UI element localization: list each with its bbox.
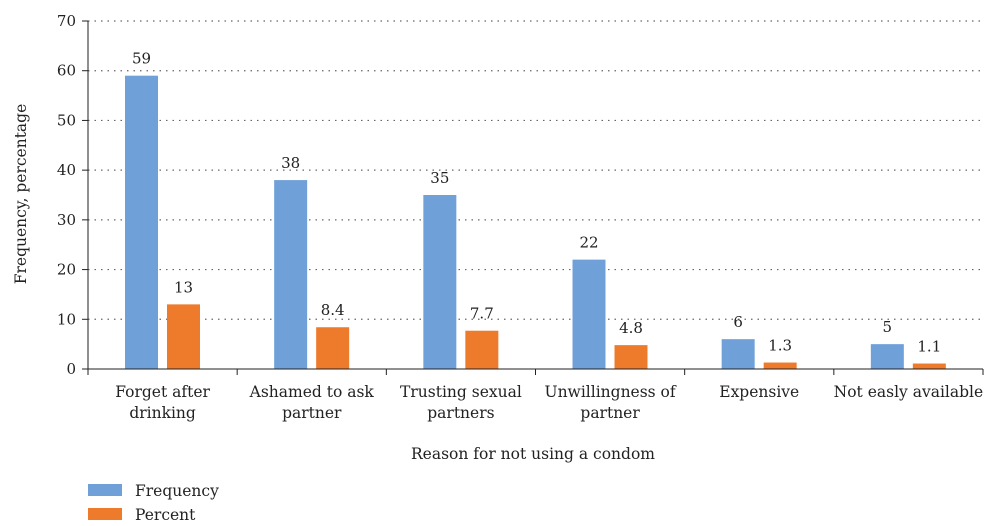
data-label: 8.4 — [321, 301, 345, 319]
x-category-label-line: Ashamed to ask — [249, 383, 375, 401]
y-tick-label: 50 — [57, 111, 76, 129]
x-category-label-line: drinking — [129, 404, 196, 422]
legend-swatch-percent — [88, 508, 122, 520]
y-axis-title: Frequency, percentage — [12, 104, 30, 285]
bar-frequency — [870, 344, 904, 369]
data-label: 59 — [132, 50, 151, 68]
x-category-label-line: Forget after — [115, 383, 210, 401]
bar-percent — [465, 330, 499, 369]
legend-label-frequency: Frequency — [135, 482, 219, 500]
data-label: 1.1 — [917, 338, 941, 356]
data-label: 7.7 — [470, 305, 494, 323]
legend-swatch-frequency — [88, 484, 122, 496]
data-label: 35 — [430, 169, 449, 187]
bar-percent — [763, 362, 797, 369]
y-tick-label: 0 — [66, 360, 76, 378]
x-category-label-line: partner — [282, 404, 342, 422]
x-category-label-line: Not easly available — [834, 383, 984, 401]
legend-label-percent: Percent — [135, 506, 196, 521]
legend: Frequency Percent — [88, 482, 219, 524]
gridlines — [88, 20, 983, 320]
axes — [82, 20, 984, 375]
y-tick-label: 60 — [57, 62, 76, 80]
bars — [125, 75, 946, 369]
y-tick-label: 30 — [57, 211, 76, 229]
y-tick-label: 10 — [57, 310, 76, 328]
y-tick-label: 20 — [57, 261, 76, 279]
bar-percent — [316, 327, 350, 369]
bar-percent — [614, 345, 648, 369]
x-category-label: Expensive — [719, 383, 799, 401]
x-category-label: Ashamed to ask partner — [249, 383, 375, 422]
x-category-label: Unwillingness of partner — [545, 383, 677, 422]
data-label: 4.8 — [619, 319, 643, 337]
data-label: 22 — [579, 234, 598, 252]
bar-percent — [167, 304, 200, 369]
x-category-label-line: partner — [580, 404, 640, 422]
bar-frequency — [423, 195, 457, 369]
bar-frequency — [572, 259, 606, 369]
x-category-label: Forget after drinking — [115, 383, 210, 422]
bar-percent — [912, 363, 946, 369]
x-category-label: Trusting sexual partners — [400, 383, 522, 422]
data-label: 13 — [174, 278, 193, 296]
x-category-label-line: Unwillingness of — [545, 383, 677, 401]
x-category-label-line: Trusting sexual — [400, 383, 522, 401]
bar-frequency — [721, 339, 755, 369]
x-category-label-line: Expensive — [719, 383, 799, 401]
bar-frequency — [125, 75, 158, 369]
data-label: 1.3 — [768, 337, 792, 355]
bar-frequency — [274, 180, 308, 369]
data-label: 38 — [281, 154, 300, 172]
x-category-label-line: partners — [427, 404, 494, 422]
x-axis-title: Reason for not using a condom — [411, 445, 655, 463]
y-tick-label: 40 — [57, 161, 76, 179]
x-category-label: Not easly available — [834, 383, 984, 401]
data-label: 6 — [733, 313, 743, 331]
y-tick-label: 70 — [57, 12, 76, 30]
labels: 0 10 20 30 40 50 60 70 59 13 Forget after drinking 3… — [57, 12, 983, 422]
data-label: 5 — [883, 318, 893, 336]
